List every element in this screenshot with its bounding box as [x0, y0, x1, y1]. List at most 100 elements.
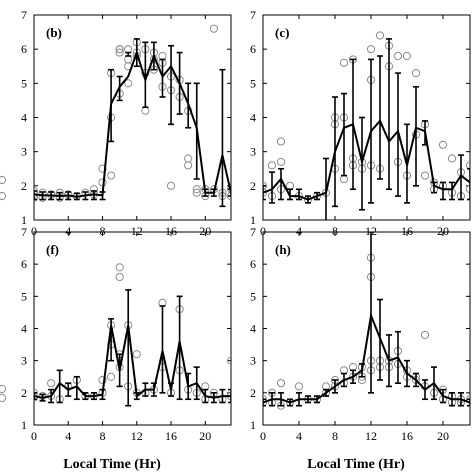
mean-line: [263, 311, 470, 404]
x-tick-label: 4: [296, 224, 302, 238]
data-point: [106, 171, 116, 180]
plot-area: [34, 24, 231, 208]
y-tick-label: 2: [21, 386, 27, 400]
data-point: [192, 188, 201, 197]
x-tick-label: 8: [332, 224, 338, 238]
data-point: [267, 161, 277, 170]
y-tick-label: 4: [21, 322, 27, 336]
x-tick-label: 12: [131, 224, 143, 238]
axes-frame: [262, 231, 471, 426]
data-point: [263, 181, 268, 190]
data-point: [115, 48, 124, 57]
data-point: [184, 154, 193, 163]
data-point: [276, 157, 286, 167]
x-axis-title-left: Local Time (Hr): [63, 457, 161, 472]
x-tick-label: 4: [296, 429, 302, 443]
data-point: [34, 193, 39, 202]
data-point: [141, 106, 150, 115]
x-tick-label: 0: [260, 429, 266, 443]
plot-area: [34, 263, 231, 407]
data-point: [263, 188, 268, 197]
y-tick-label: 3: [250, 354, 256, 368]
data-point: [124, 79, 133, 88]
data-point: [276, 379, 286, 388]
data-point: [447, 154, 457, 163]
edge-data-point: [0, 384, 7, 394]
y-tick-label: 3: [21, 354, 27, 368]
x-tick-label: 8: [100, 429, 106, 443]
data-point: [34, 388, 39, 397]
y-tick-label: 2: [250, 386, 256, 400]
x-tick-label: 4: [65, 429, 71, 443]
mean-line: [34, 49, 231, 198]
y-tick-label: 5: [250, 76, 256, 90]
mean-line: [34, 325, 231, 399]
data-point: [339, 174, 349, 184]
data-point: [276, 137, 286, 146]
y-tick-label: 5: [250, 289, 256, 303]
plot-area: [263, 232, 470, 410]
data-point: [47, 379, 56, 388]
data-point: [420, 171, 430, 180]
x-tick-label: 0: [31, 429, 37, 443]
data-point: [192, 185, 201, 194]
data-point: [98, 164, 107, 173]
plot-area: [263, 31, 470, 220]
data-point: [366, 45, 376, 54]
x-tick-label: 16: [401, 224, 413, 238]
y-tick-label: 6: [21, 42, 27, 56]
y-tick-label: 7: [21, 8, 27, 22]
data-point: [402, 51, 412, 61]
data-point: [124, 55, 133, 64]
x-tick-label: 16: [165, 429, 177, 443]
x-tick-label: 20: [199, 224, 211, 238]
x-tick-label: 16: [401, 429, 413, 443]
y-tick-label: 7: [250, 225, 256, 239]
x-tick-label: 20: [199, 429, 211, 443]
data-point: [263, 395, 268, 404]
data-point: [158, 51, 167, 61]
x-tick-label: 20: [437, 429, 449, 443]
y-tick-label: 6: [21, 257, 27, 271]
data-point: [375, 31, 385, 40]
y-tick-label: 4: [21, 111, 27, 125]
y-tick-label: 6: [250, 257, 256, 271]
panel-label: (b): [46, 25, 62, 40]
x-tick-label: 12: [365, 429, 377, 443]
data-point: [115, 272, 124, 282]
x-tick-label: 8: [100, 224, 106, 238]
data-point: [263, 398, 268, 407]
edge-data-point: [0, 191, 7, 201]
axes-frame: [33, 231, 232, 426]
data-point: [115, 263, 124, 272]
y-tick-label: 7: [21, 225, 27, 239]
axes-frame: [262, 14, 471, 221]
y-tick-label: 7: [250, 8, 256, 22]
panel-label: (c): [275, 25, 289, 40]
data-point: [106, 372, 116, 381]
data-point: [34, 186, 39, 196]
y-tick-label: 4: [250, 111, 256, 125]
y-tick-label: 2: [21, 179, 27, 193]
y-tick-label: 2: [250, 179, 256, 193]
edge-data-point: [0, 175, 7, 185]
y-tick-label: 6: [250, 42, 256, 56]
data-point: [393, 51, 403, 61]
data-point: [184, 161, 193, 170]
y-tick-label: 5: [21, 289, 27, 303]
data-point: [166, 181, 176, 190]
x-tick-label: 12: [131, 429, 143, 443]
data-point: [132, 350, 141, 359]
data-point: [124, 45, 133, 54]
panel-label: (h): [275, 242, 291, 257]
data-point: [411, 68, 421, 78]
edge-data-point: [0, 393, 7, 403]
data-point: [339, 58, 349, 67]
x-tick-label: 4: [65, 224, 71, 238]
panel-label: (f): [46, 242, 59, 257]
x-axis-title-right: Local Time (Hr): [307, 457, 405, 472]
